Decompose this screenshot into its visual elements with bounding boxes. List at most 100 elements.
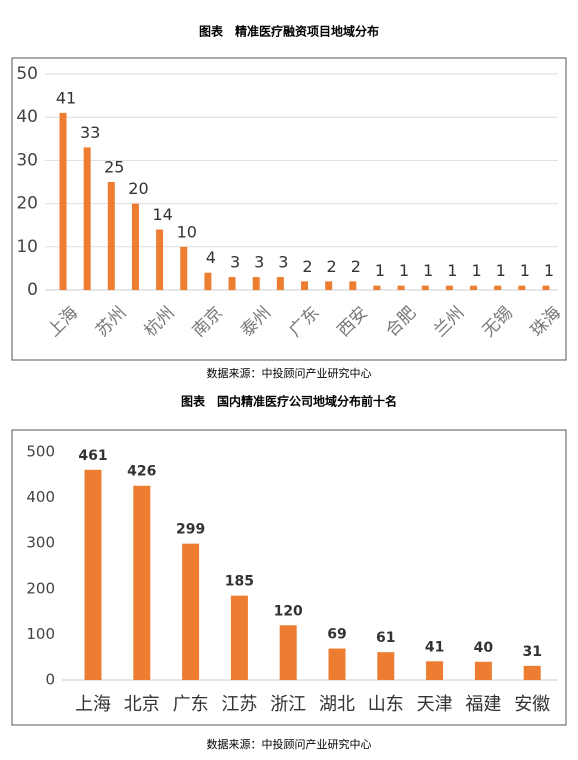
x-tick-label: 江苏 xyxy=(221,694,257,715)
y-tick-label: 200 xyxy=(26,579,55,597)
bar xyxy=(180,246,188,290)
x-tick-label: 安徽 xyxy=(514,694,550,715)
value-label: 1 xyxy=(520,261,530,280)
bar xyxy=(328,648,346,680)
value-label: 69 xyxy=(327,627,346,643)
bar xyxy=(252,277,260,290)
x-tick-label: 北京 xyxy=(124,694,160,715)
y-tick-label: 100 xyxy=(26,625,55,643)
value-label: 41 xyxy=(56,88,76,107)
bar xyxy=(377,652,395,680)
value-label: 25 xyxy=(104,158,124,177)
bar xyxy=(182,543,200,680)
value-label: 40 xyxy=(474,640,494,656)
value-label: 1 xyxy=(375,261,385,280)
source-note: 数据来源：中投顾问产业研究中心 xyxy=(207,737,372,751)
value-label: 2 xyxy=(302,257,312,276)
bar xyxy=(204,272,212,290)
value-label: 31 xyxy=(522,644,541,660)
value-label: 1 xyxy=(447,261,457,280)
bar xyxy=(518,285,526,290)
bar xyxy=(83,147,91,290)
x-tick-label: 合肥 xyxy=(382,303,420,341)
y-tick-label: 30 xyxy=(16,150,38,170)
y-tick-label: 400 xyxy=(26,488,55,506)
bar xyxy=(445,285,453,290)
bar xyxy=(276,277,284,290)
bar xyxy=(279,625,297,680)
bar xyxy=(397,285,405,290)
bar xyxy=(156,229,164,290)
y-tick-label: 10 xyxy=(16,237,38,257)
value-label: 3 xyxy=(254,253,264,272)
x-tick-label: 广东 xyxy=(173,694,209,715)
value-label: 3 xyxy=(278,253,288,272)
bar xyxy=(84,469,102,680)
value-label: 426 xyxy=(127,464,156,480)
value-label: 41 xyxy=(425,639,444,655)
x-tick-label: 广东 xyxy=(285,303,323,341)
chart-title: 图表 国内精准医疗公司地域分布前十名 xyxy=(181,394,397,409)
bar xyxy=(133,485,151,680)
bar xyxy=(301,281,308,290)
chart-frame xyxy=(11,429,567,726)
x-tick-label: 福建 xyxy=(465,694,501,715)
chart-title: 图表 精准医疗融资项目地域分布 xyxy=(199,24,379,39)
x-tick-label: 杭州 xyxy=(141,303,179,341)
bar xyxy=(349,281,357,290)
value-label: 14 xyxy=(152,205,172,224)
x-tick-label: 湖北 xyxy=(319,694,355,715)
value-label: 120 xyxy=(274,603,303,619)
bar xyxy=(107,182,115,290)
x-tick-label: 天津 xyxy=(417,694,453,715)
source-note: 数据来源：中投顾问产业研究中心 xyxy=(207,366,372,380)
y-tick-label: 40 xyxy=(16,107,38,127)
x-tick-label: 上海 xyxy=(75,694,111,715)
bar xyxy=(325,281,333,290)
value-label: 20 xyxy=(128,179,148,198)
bar xyxy=(373,285,381,290)
value-label: 185 xyxy=(225,574,254,590)
value-label: 1 xyxy=(496,261,506,280)
value-label: 4 xyxy=(206,248,216,267)
value-label: 3 xyxy=(230,253,240,272)
x-tick-label: 苏州 xyxy=(92,303,130,341)
y-tick-label: 500 xyxy=(26,443,55,461)
y-tick-label: 20 xyxy=(16,194,38,214)
x-tick-label: 泰州 xyxy=(237,303,275,341)
value-label: 33 xyxy=(80,123,100,142)
bar xyxy=(470,285,478,290)
value-label: 1 xyxy=(399,261,409,280)
y-tick-label: 0 xyxy=(27,280,38,300)
bar xyxy=(426,661,444,680)
value-label: 1 xyxy=(471,261,481,280)
x-tick-label: 西安 xyxy=(334,303,372,341)
chart-frame xyxy=(11,57,567,361)
x-tick-label: 南京 xyxy=(189,303,227,341)
y-tick-label: 0 xyxy=(45,671,55,689)
bar xyxy=(131,203,139,290)
bar xyxy=(59,112,67,290)
x-tick-label: 山东 xyxy=(368,694,404,715)
bar xyxy=(421,285,429,290)
y-tick-label: 50 xyxy=(16,64,38,84)
x-tick-label: 兰州 xyxy=(430,303,468,341)
value-label: 1 xyxy=(423,261,433,280)
x-tick-label: 无锡 xyxy=(479,303,517,341)
bar xyxy=(230,595,248,680)
value-label: 299 xyxy=(176,522,205,538)
value-label: 461 xyxy=(78,448,107,464)
bar xyxy=(228,277,236,290)
value-label: 10 xyxy=(177,222,197,241)
bar xyxy=(474,661,492,680)
bar xyxy=(523,665,541,680)
bar xyxy=(542,285,550,290)
value-label: 2 xyxy=(351,257,361,276)
bar xyxy=(494,285,502,290)
value-label: 1 xyxy=(544,261,554,280)
x-tick-label: 浙江 xyxy=(270,694,306,715)
x-tick-label: 珠海 xyxy=(527,303,565,341)
value-label: 2 xyxy=(327,257,337,276)
y-tick-label: 300 xyxy=(26,534,55,552)
